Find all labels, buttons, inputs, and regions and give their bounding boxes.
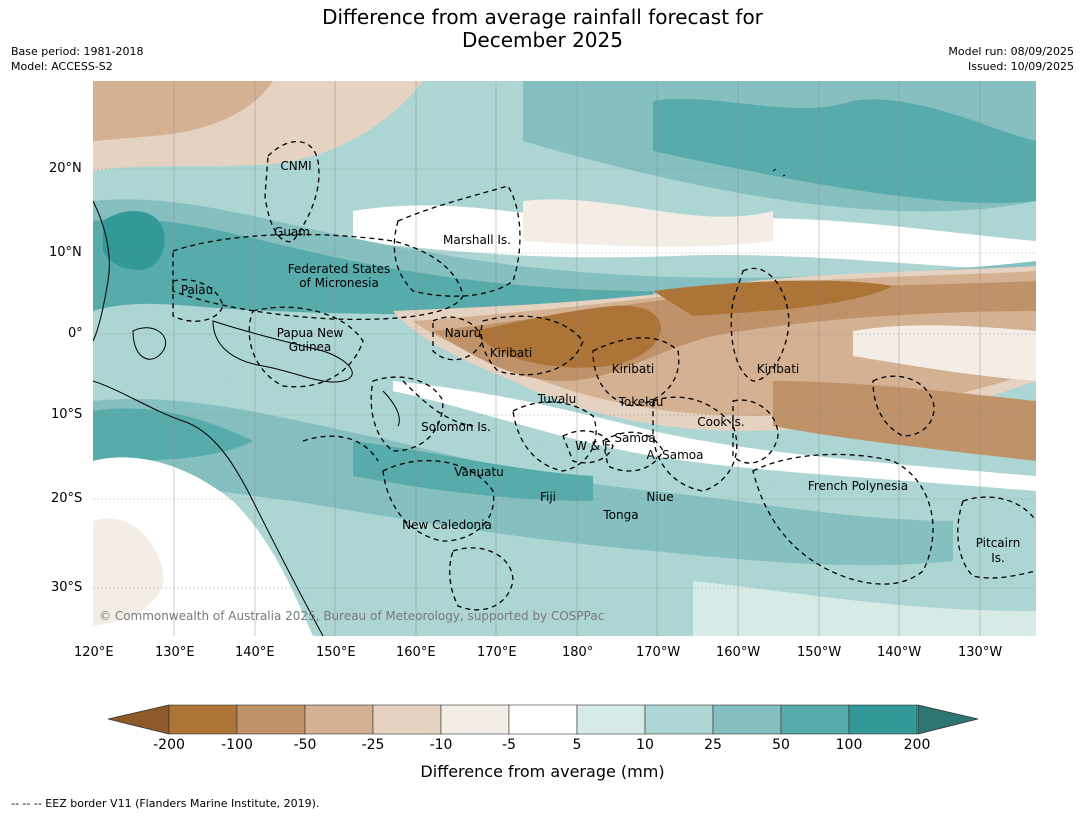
region-label-kiribati-east: Kiribati [756, 362, 800, 376]
colorbar-tick-label: -5 [502, 737, 516, 753]
region-label-kiribati-central: Kiribati [611, 362, 655, 376]
colorbar-tick-label: -50 [293, 737, 317, 753]
lon-label-170w: 170°W [636, 645, 681, 660]
colorbar-cell [712, 704, 782, 735]
region-label-png-1: Papua New [276, 326, 344, 340]
region-label-cnmi: CNMI [280, 159, 312, 173]
region-label-tuvalu: Tuvalu [537, 392, 577, 406]
region-label-fsm-1: Federated States [287, 262, 391, 276]
lon-label-140e: 140°E [235, 645, 275, 660]
graticule [93, 81, 1036, 636]
lat-label-0: 0° [68, 326, 83, 341]
colorbar-cells [168, 704, 918, 735]
region-label-vanuatu: Vanuatu [454, 465, 504, 479]
region-label-tokelau: Tokelau [618, 395, 664, 409]
colorbar-title: Difference from average (mm) [420, 762, 665, 781]
colorbar-cell [440, 704, 510, 735]
lat-label-20s: 20°S [51, 491, 83, 506]
region-label-pitcairn-2: Is. [991, 551, 1005, 565]
region-label-palau: Palau [180, 283, 214, 297]
colorbar-tick-label: -200 [153, 737, 185, 753]
lat-label-30s: 30°S [51, 580, 83, 595]
colorbar-extend-low [108, 704, 170, 735]
region-label-marshall: Marshall Is. [443, 233, 511, 247]
lat-label-10s: 10°S [51, 407, 83, 422]
colorbar-cell [372, 704, 442, 735]
rainfall-map [93, 81, 1036, 636]
region-label-fiji: Fiji [539, 490, 557, 504]
colorbar-tick-label: 200 [903, 737, 931, 753]
colorbar-cell [508, 704, 578, 735]
lon-label-150w: 150°W [797, 645, 842, 660]
copyright-notice: © Commonwealth of Australia 2025, Bureau… [99, 609, 605, 623]
region-label-tonga: Tonga [603, 508, 639, 522]
colorbar-cell [304, 704, 374, 735]
rainfall-anomaly-field [93, 81, 1036, 636]
base-period-text: Base period: 1981-2018 [11, 45, 144, 58]
colorbar-tick-label: -100 [221, 737, 253, 753]
lon-label-160w: 160°W [716, 645, 761, 660]
colorbar-cell [848, 704, 918, 735]
region-label-french-polynesia: French Polynesia [807, 479, 909, 493]
region-label-cook: Cook Is. [697, 415, 745, 429]
colorbar [108, 704, 979, 735]
colorbar-tick-label: 5 [572, 737, 582, 753]
issued-text: Issued: 10/09/2025 [967, 60, 1074, 73]
region-label-guam: Guam [274, 225, 310, 239]
lon-label-170e: 170°E [477, 645, 517, 660]
lon-label-160e: 160°E [396, 645, 436, 660]
eez-borders [172, 140, 1036, 611]
lon-label-130w: 130°W [958, 645, 1003, 660]
model-text: Model: ACCESS-S2 [11, 60, 113, 73]
coastlines [93, 168, 786, 636]
region-label-american-samoa: A. Samoa [646, 448, 704, 462]
colorbar-tick-label: 100 [835, 737, 863, 753]
eez-footnote: -- -- -- EEZ border V11 (Flanders Marine… [11, 797, 320, 810]
colorbar-tick-label: -25 [361, 737, 385, 753]
colorbar-cell [168, 704, 238, 735]
model-run-text: Model run: 08/09/2025 [948, 45, 1074, 58]
colorbar-tick-label: 50 [772, 737, 790, 753]
region-label-kiribati-west: Kiribati [489, 346, 533, 360]
region-label-wf: W & F [575, 439, 611, 453]
region-label-samoa: Samoa [614, 431, 656, 445]
region-label-nauru: Nauru [444, 326, 482, 340]
colorbar-tick-label: 10 [636, 737, 654, 753]
lon-label-180: 180° [562, 645, 594, 660]
colorbar-cell [644, 704, 714, 735]
lon-label-150e: 150°E [316, 645, 356, 660]
colorbar-tick-label: 25 [704, 737, 722, 753]
region-label-niue: Niue [646, 490, 674, 504]
lon-label-130e: 130°E [155, 645, 195, 660]
lon-label-140w: 140°W [877, 645, 922, 660]
colorbar-cell [236, 704, 306, 735]
lon-label-120e: 120°E [74, 645, 114, 660]
region-label-fsm-2: of Micronesia [299, 276, 379, 290]
colorbar-tick-label: -10 [429, 737, 453, 753]
region-label-solomon: Solomon Is. [421, 420, 491, 434]
colorbar-extend-high [917, 704, 979, 735]
chart-title-line-2: December 2025 [462, 28, 623, 52]
base-period-info: Base period: 1981-2018 Model: ACCESS-S2 [11, 44, 143, 74]
colorbar-cell [780, 704, 850, 735]
model-run-info: Model run: 08/09/2025 Issued: 10/09/2025 [948, 44, 1074, 74]
region-label-png-2: Guinea [288, 340, 332, 354]
lat-label-10n: 10°N [49, 245, 82, 260]
chart-title: Difference from average rainfall forecas… [0, 6, 1085, 52]
region-label-pitcairn-1: Pitcairn [975, 536, 1021, 550]
lat-label-20n: 20°N [49, 161, 82, 176]
chart-title-line-1: Difference from average rainfall forecas… [322, 5, 763, 29]
region-label-new-caledonia: New Caledonia [402, 518, 492, 532]
colorbar-cell [576, 704, 646, 735]
